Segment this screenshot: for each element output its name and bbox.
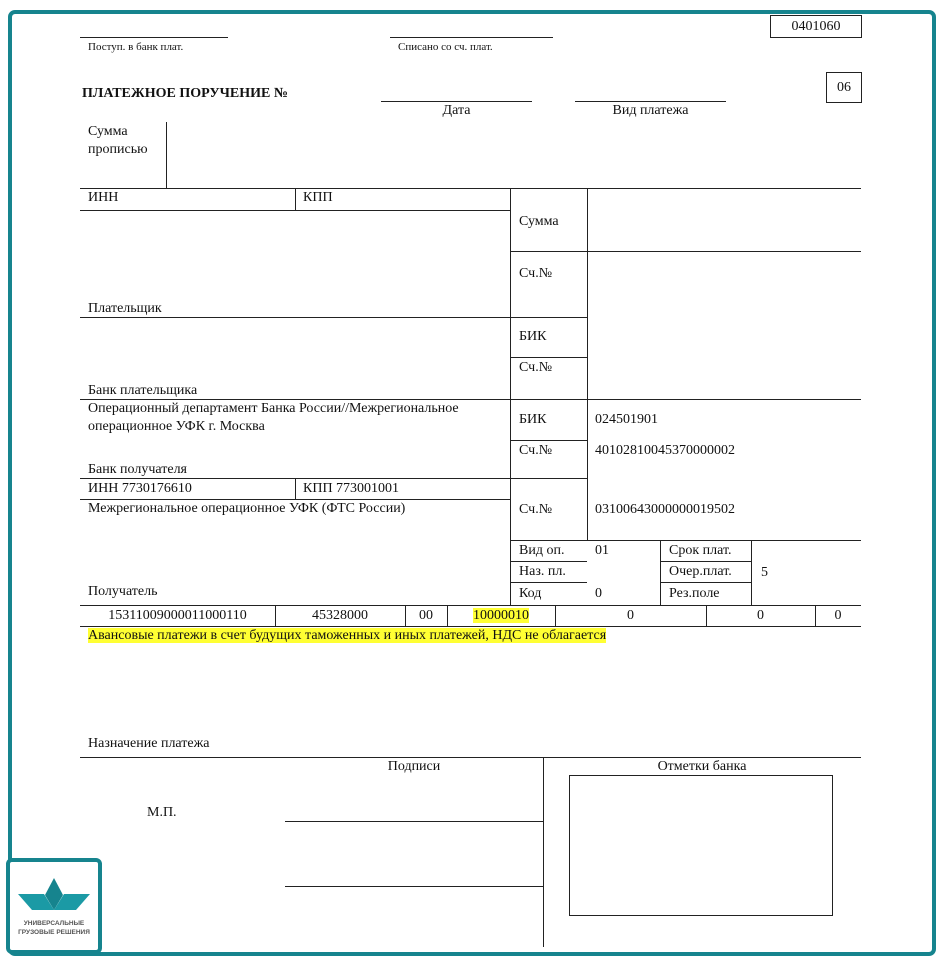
document-date: 0 [757,608,764,623]
signatures-label: Подписи [387,759,441,774]
company-logo: УНИВЕРСАЛЬНЫЕ ГРУЗОВЫЕ РЕШЕНИЯ [6,858,102,954]
recipient-bank-bik-label: БИК [519,412,547,427]
recipient-inn: ИНН 7730176610 [88,481,192,496]
recipient-bank-name: Операционный департамент Банка России//М… [88,401,459,416]
amount-words-label: Сумма [88,124,128,139]
logo-icon: УНИВЕРСАЛЬНЫЕ ГРУЗОВЫЕ РЕШЕНИЯ [18,878,90,936]
debited-label: Списано со сч. плат. [398,41,493,53]
svg-text:УНИВЕРСАЛЬНЫЕ: УНИВЕРСАЛЬНЫЕ [24,920,85,927]
page-frame [8,10,936,956]
op-type-label: Вид оп. [519,543,565,558]
recipient-bank-bik: 024501901 [595,412,658,427]
recipient-label: Получатель [88,584,158,599]
status-code-box: 06 [826,72,862,103]
amount-words-label-2: прописью [88,142,148,157]
code: 0 [595,586,602,601]
payment-type-label: Вид платежа [612,103,689,118]
payer-kpp-label: КПП [303,190,333,205]
form-code-box: 0401060 [770,15,862,38]
svg-text:ГРУЗОВЫЕ РЕШЕНИЯ: ГРУЗОВЫЕ РЕШЕНИЯ [18,929,90,936]
priority-label: Очер.плат. [669,564,732,579]
received-label: Поступ. в банк плат. [88,41,184,53]
period-code: 10000010 [473,608,529,623]
date-label: Дата [442,103,471,118]
payer-bank-bik-label: БИК [519,329,547,344]
recipient-name: Межрегиональное операционное УФК (ФТС Ро… [88,501,406,516]
recipient-bank-name-2: операционное УФК г. Москва [88,419,265,434]
purpose-code-label: Наз. пл. [519,564,566,579]
payer-account-label: Сч.№ [519,266,553,281]
reserve-label: Рез.поле [669,586,720,601]
bank-marks-box [569,775,833,916]
payer-inn-label: ИНН [88,190,119,205]
recipient-bank-label: Банк получателя [88,462,187,477]
code-label: Код [519,586,542,601]
payer-bank-account-label: Сч.№ [519,360,553,375]
document-number: 0 [627,608,634,623]
payer-label: Плательщик [88,301,162,316]
recipient-bank-account-label: Сч.№ [519,443,553,458]
recipient-account-label: Сч.№ [519,502,553,517]
page-title: ПЛАТЕЖНОЕ ПОРУЧЕНИЕ № [82,86,288,101]
recipient-bank-account: 40102810045370000002 [595,443,735,458]
recipient-kpp: КПП 773001001 [303,481,400,496]
purpose-text: Авансовые платежи в счет будущих таможен… [88,628,607,643]
bank-marks-label: Отметки банка [657,759,747,774]
oktmo-code: 45328000 [312,608,368,623]
basis-code: 00 [419,608,433,623]
kbk-code: 15311009000011000110 [108,608,247,623]
due-label: Срок плат. [669,543,732,558]
purpose-label: Назначение платежа [88,736,210,751]
recipient-account: 03100643000000019502 [595,502,735,517]
priority: 5 [761,565,768,580]
payer-bank-label: Банк плательщика [88,383,198,398]
op-type: 01 [595,543,609,558]
stamp-label: М.П. [147,805,177,820]
payment-type-code: 0 [834,608,842,623]
amount-label: Сумма [519,214,559,229]
